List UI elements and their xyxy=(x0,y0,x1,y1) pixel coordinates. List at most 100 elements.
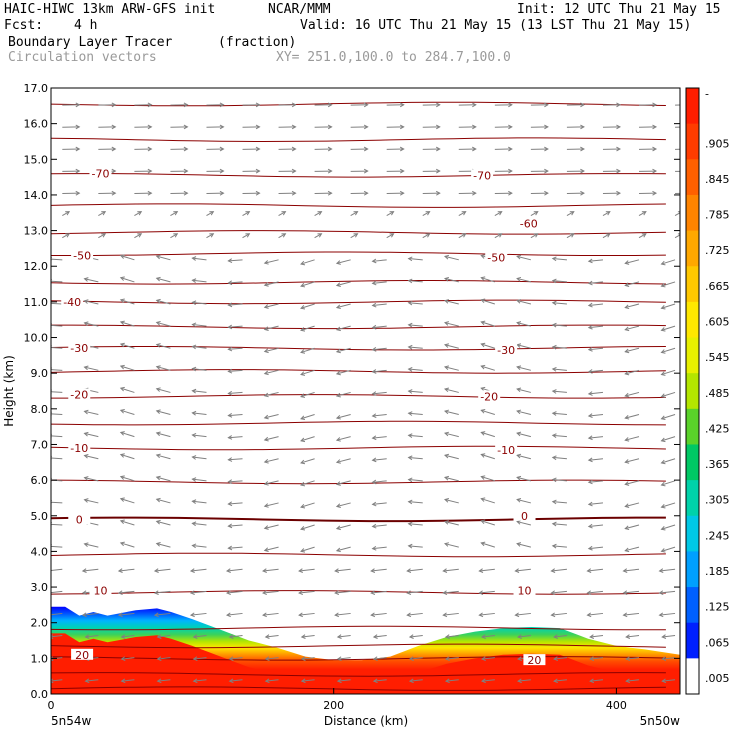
wind-vector xyxy=(120,520,135,526)
wind-vector-head xyxy=(407,477,413,483)
wind-vector-head xyxy=(407,433,413,438)
wind-vector-head xyxy=(406,590,412,596)
wind-vector xyxy=(444,432,459,438)
wind-vector-head xyxy=(327,168,333,174)
wind-vector-head xyxy=(587,435,593,441)
x-tick-label: 200 xyxy=(323,699,344,712)
wind-vector-head xyxy=(677,211,680,216)
wind-vector-head xyxy=(191,366,197,372)
wind-vector xyxy=(625,259,640,264)
wind-vector-head xyxy=(334,590,340,596)
wind-vector xyxy=(626,635,640,638)
wind-vector-head xyxy=(660,415,666,421)
wind-vector-head xyxy=(553,634,558,639)
contour-label: -60 xyxy=(520,217,538,230)
wind-vector-head xyxy=(300,526,306,531)
wind-vector-head xyxy=(480,519,486,525)
wind-vector-head xyxy=(652,190,658,196)
wind-vector xyxy=(51,435,63,438)
wind-vector xyxy=(602,233,611,239)
wind-vector-head xyxy=(442,590,448,596)
wind-vector-head xyxy=(111,168,117,174)
colorbar-label: .305 xyxy=(705,494,730,507)
wind-vector-head xyxy=(291,124,297,130)
wind-vector xyxy=(300,347,315,353)
wind-vector xyxy=(407,568,423,572)
wind-vector-head xyxy=(408,678,414,684)
wind-vector xyxy=(121,635,135,638)
wind-vector xyxy=(156,366,171,371)
wind-vector xyxy=(626,679,640,682)
wind-vector xyxy=(62,211,70,217)
contour-label: 0 xyxy=(521,510,528,523)
wind-vector-head xyxy=(407,344,413,350)
wind-vector-head xyxy=(191,344,197,350)
wind-vector xyxy=(336,347,351,353)
wind-vector-head xyxy=(227,390,233,396)
wind-vector-head xyxy=(227,368,233,374)
wind-vector-head xyxy=(327,146,333,152)
wind-vector-head xyxy=(587,457,593,463)
wind-vector-head xyxy=(407,300,413,306)
contour-label-bg xyxy=(513,584,536,596)
wind-vector-head xyxy=(147,146,153,152)
wind-vector xyxy=(552,456,567,460)
wind-vector xyxy=(408,523,423,526)
wind-vector xyxy=(659,612,676,616)
wind-vector xyxy=(516,300,531,305)
wind-vector-head xyxy=(155,254,161,260)
wind-vector-head xyxy=(83,277,89,282)
isotherm-line xyxy=(51,672,666,677)
wind-vector xyxy=(242,211,250,217)
colorbar-swatch xyxy=(686,88,699,125)
wind-vector-head xyxy=(371,258,377,264)
y-axis-label: Height (km) xyxy=(2,355,16,426)
wind-vector-head xyxy=(219,124,225,130)
wind-vector-head xyxy=(652,146,658,152)
wind-vector xyxy=(263,568,279,572)
isotherm-line xyxy=(51,394,666,399)
wind-vector xyxy=(264,502,279,507)
wind-vector-head xyxy=(183,124,189,130)
contour-label: -30 xyxy=(497,344,515,357)
wind-vector xyxy=(156,454,171,460)
wind-vector xyxy=(481,299,495,305)
circulation-vectors xyxy=(51,102,680,684)
wind-vector-head xyxy=(407,521,413,527)
wind-vector-head xyxy=(586,568,592,573)
wind-vector-head xyxy=(227,324,233,330)
wind-vector-head xyxy=(137,211,143,216)
isotherm-line xyxy=(51,625,666,631)
wind-vector xyxy=(422,233,430,239)
wind-vector xyxy=(408,545,423,548)
wind-vector xyxy=(458,233,466,239)
wind-vector xyxy=(264,414,279,419)
wind-vector-head xyxy=(281,211,287,216)
wind-vector xyxy=(554,635,567,638)
wind-vector xyxy=(156,476,171,482)
wind-vector xyxy=(193,635,207,638)
colorbar-swatch xyxy=(686,515,699,552)
wind-vector-head xyxy=(156,634,162,639)
wind-vector xyxy=(170,211,178,217)
wind-vector-head xyxy=(119,475,125,480)
wind-vector xyxy=(479,568,495,572)
wind-vector-head xyxy=(616,124,622,130)
wind-vector-head xyxy=(317,211,323,216)
wind-vector-head xyxy=(407,499,413,505)
isotherm-line xyxy=(51,137,666,143)
wind-vector-head xyxy=(263,481,269,486)
wind-vector xyxy=(372,480,387,483)
colorbar-label: - xyxy=(705,87,709,100)
wind-vector-head xyxy=(661,678,667,684)
wind-vector-head xyxy=(508,168,513,174)
wind-vector-head xyxy=(550,612,556,618)
wind-vector xyxy=(444,543,459,548)
wind-vector-head xyxy=(517,656,522,662)
wind-vector xyxy=(625,325,640,331)
wind-vector-head xyxy=(300,656,306,662)
wind-vector-head xyxy=(119,431,125,436)
wind-vector-head xyxy=(300,459,306,465)
wind-vector xyxy=(228,502,243,505)
wind-vector-head xyxy=(51,656,54,662)
